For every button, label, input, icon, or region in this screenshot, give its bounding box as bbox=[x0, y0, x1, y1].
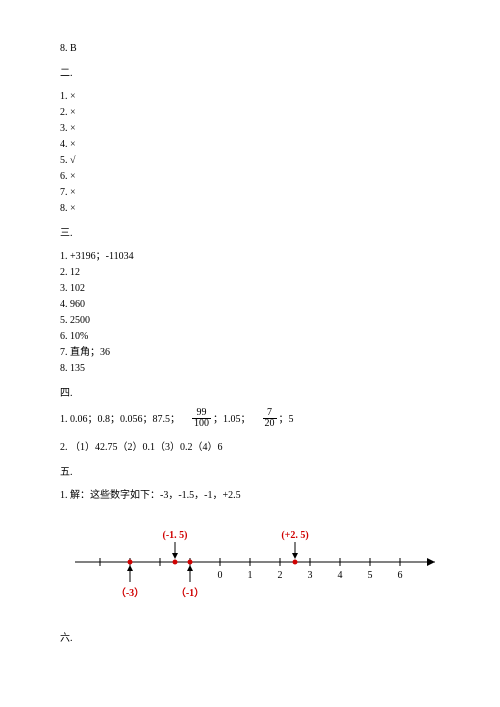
svg-text:2: 2 bbox=[278, 570, 283, 581]
svg-text:(-1. 5): (-1. 5) bbox=[163, 530, 188, 541]
svg-text:（-1）: （-1） bbox=[176, 586, 204, 599]
s2-item: 4. × bbox=[60, 137, 450, 152]
s3-item: 7. 直角；36 bbox=[60, 345, 450, 360]
s4-q2: 2. （1）42.75（2）0.1（3）0.2（4）6 bbox=[60, 440, 450, 455]
number-line: 0 1 2 3 4 5 6 （-3） (-1. 5) （-1） (+2. 5) bbox=[70, 517, 440, 607]
s3-item: 2. 12 bbox=[60, 265, 450, 280]
fraction-7-20: 7 20 bbox=[263, 408, 277, 429]
s3-item: 3. 102 bbox=[60, 281, 450, 296]
s2-item: 6. × bbox=[60, 169, 450, 184]
svg-text:0: 0 bbox=[218, 570, 223, 581]
svg-text:5: 5 bbox=[368, 570, 373, 581]
s2-item: 5. √ bbox=[60, 153, 450, 168]
s3-item: 4. 960 bbox=[60, 297, 450, 312]
svg-text:1: 1 bbox=[248, 570, 253, 581]
s3-item: 6. 10% bbox=[60, 329, 450, 344]
svg-text:（-3）: （-3） bbox=[116, 586, 144, 599]
svg-text:(+2. 5): (+2. 5) bbox=[281, 530, 308, 541]
frac-den: 100 bbox=[192, 419, 211, 429]
frac-den: 20 bbox=[263, 419, 277, 429]
svg-text:6: 6 bbox=[398, 570, 403, 581]
s3-item: 1. +3196；-11034 bbox=[60, 249, 450, 264]
s4-q1-mid: ；1.05； bbox=[213, 412, 251, 427]
s2-item: 2. × bbox=[60, 105, 450, 120]
s4-q1-prefix: 1. 0.06；0.8；0.056；87.5； bbox=[60, 412, 180, 427]
page: 8. B 二. 1. × 2. × 3. × 4. × 5. √ 6. × 7.… bbox=[0, 0, 500, 674]
section-2-head: 二. bbox=[60, 66, 450, 81]
s3-item: 8. 135 bbox=[60, 361, 450, 376]
top-item: 8. B bbox=[60, 41, 450, 56]
svg-text:4: 4 bbox=[338, 570, 343, 581]
s4-q1-suffix: ；5 bbox=[279, 412, 294, 427]
number-line-svg: 0 1 2 3 4 5 6 （-3） (-1. 5) （-1） (+2. 5) bbox=[70, 517, 440, 607]
section-5-head: 五. bbox=[60, 465, 450, 480]
section-6-head: 六. bbox=[60, 631, 450, 646]
s4-q1: 1. 0.06；0.8；0.056；87.5； 99 100 ；1.05； 7 … bbox=[60, 409, 450, 430]
s2-item: 1. × bbox=[60, 89, 450, 104]
s3-item: 5. 2500 bbox=[60, 313, 450, 328]
section-3-head: 三. bbox=[60, 226, 450, 241]
s2-item: 3. × bbox=[60, 121, 450, 136]
s5-q1: 1. 解：这些数字如下：-3，-1.5，-1，+2.5 bbox=[60, 488, 450, 503]
s2-item: 7. × bbox=[60, 185, 450, 200]
fraction-99-100: 99 100 bbox=[192, 408, 211, 429]
svg-text:3: 3 bbox=[308, 570, 313, 581]
section-4-head: 四. bbox=[60, 386, 450, 401]
s2-item: 8. × bbox=[60, 201, 450, 216]
